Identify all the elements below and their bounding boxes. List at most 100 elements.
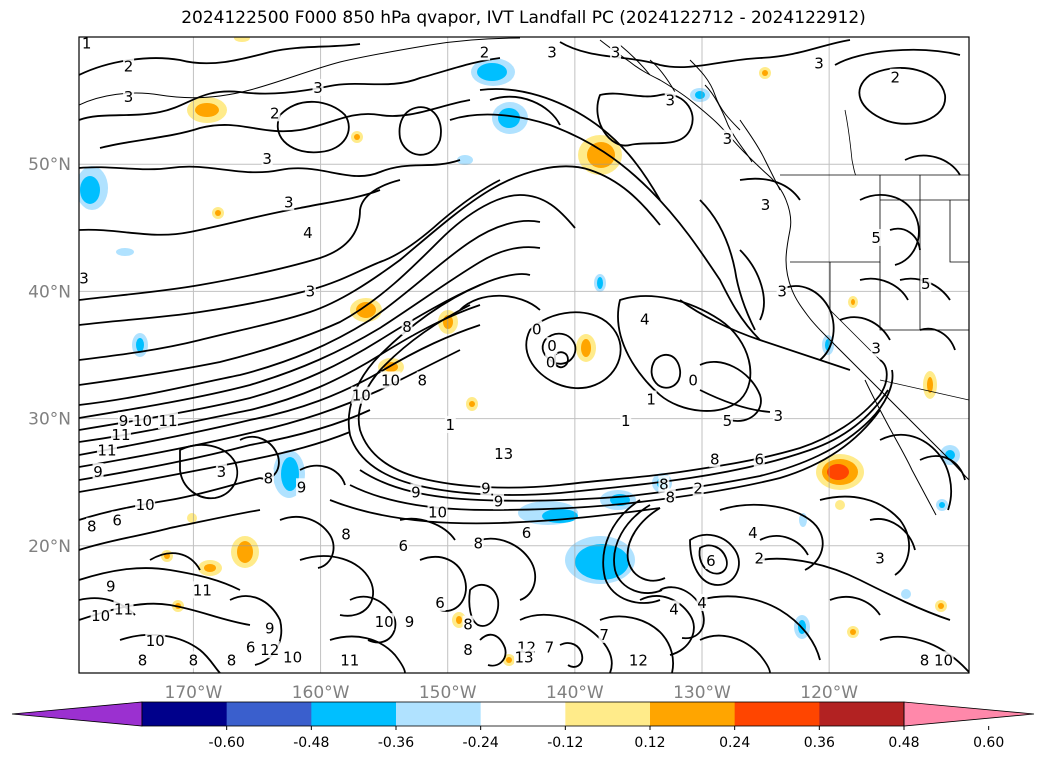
contour-label: 0 — [547, 337, 557, 355]
contour-line — [639, 595, 695, 656]
contour-label-bg — [776, 282, 788, 300]
anomaly-patch — [237, 541, 253, 563]
contour-label: 3 — [262, 150, 272, 168]
contour-line — [759, 535, 809, 556]
anomaly-patch — [835, 500, 845, 510]
contour-label-bg — [870, 339, 882, 357]
contour-label: 6 — [112, 511, 122, 529]
contour-label: 9 — [119, 412, 129, 430]
contour-line — [347, 284, 889, 496]
contour-line — [79, 246, 541, 419]
contour-label-bg — [113, 600, 134, 618]
contour-label: 3 — [217, 463, 227, 481]
contour-label-bg — [416, 371, 428, 389]
contour-label: 5 — [921, 275, 931, 293]
colorbar-tick-label: -0.36 — [378, 735, 414, 751]
contour-line — [79, 165, 661, 361]
colorbar-tick-label: -0.60 — [209, 735, 245, 751]
coastline-baja — [864, 379, 937, 516]
anomaly-patch — [457, 155, 473, 165]
contour-label: 2 — [754, 550, 764, 568]
contour-label-bg — [462, 615, 474, 633]
contour-line — [79, 179, 501, 326]
contour-line — [79, 509, 261, 551]
anomaly-patch — [597, 277, 603, 289]
contour-label: 8 — [264, 469, 274, 487]
contour-label: 3 — [774, 407, 784, 425]
map-background — [79, 37, 969, 673]
colorbar-tick-label: -0.12 — [547, 735, 583, 751]
contour-line — [689, 533, 740, 586]
contour-label: 7 — [599, 626, 609, 644]
contour-label: 5 — [871, 229, 881, 247]
contour-line — [698, 544, 728, 575]
contour-line — [858, 67, 946, 125]
contour-label: 0 — [688, 371, 698, 389]
contour-label: 3 — [761, 196, 771, 214]
contour-label: 6 — [522, 524, 532, 542]
anomaly-patch — [850, 629, 856, 635]
contour-label: 3 — [124, 88, 134, 106]
contour-label: 11 — [97, 441, 116, 459]
contour-label: 6 — [246, 639, 256, 657]
contour-line — [419, 556, 467, 612]
contour-label-bg — [397, 536, 409, 554]
colorbar-frame — [141, 701, 905, 727]
anomaly-patch — [80, 176, 100, 204]
contour-line — [279, 515, 335, 569]
contour-label-bg — [705, 552, 717, 570]
contour-label: 9 — [405, 613, 415, 631]
contour-label-bg — [296, 478, 307, 496]
contour-label: 4 — [669, 600, 679, 618]
contour-label: 4 — [640, 310, 650, 328]
contour-line — [699, 634, 771, 673]
contour-line — [759, 557, 951, 621]
contour-label-bg — [664, 488, 676, 506]
contour-line — [329, 635, 406, 673]
contour-label-bg — [339, 651, 360, 669]
contour-line — [889, 227, 921, 251]
contour-label: 3 — [313, 79, 323, 97]
lon-tick-label: 160°W — [292, 683, 350, 703]
contour-label: 1 — [646, 391, 656, 409]
contour-label-bg — [92, 463, 104, 481]
contour-label: 1 — [82, 34, 92, 52]
colorbar-tick-label: -0.48 — [293, 735, 329, 751]
contour-line — [479, 88, 661, 201]
contour-line — [79, 194, 576, 386]
contour-label: 3 — [306, 282, 316, 300]
contour-label: 10 — [133, 412, 152, 430]
anomaly-patch — [827, 464, 849, 480]
contour-label-bg — [259, 641, 280, 659]
contour-line — [179, 443, 239, 500]
contour-label: 2 — [270, 104, 280, 122]
contour-label-bg — [105, 577, 117, 595]
contour-label-bg — [340, 525, 352, 543]
colorbar-segment — [396, 702, 482, 726]
contour-line — [554, 351, 569, 369]
contour-label-bg — [132, 412, 153, 430]
contour-label-bg — [187, 651, 199, 669]
contour-line — [904, 154, 961, 176]
anomaly-patch — [187, 513, 197, 523]
contour-label-bg — [374, 613, 395, 631]
anomaly-patch — [456, 616, 462, 624]
contour-label: 13 — [494, 445, 513, 463]
colorbar: -0.60 -0.48 -0.36 -0.24 -0.12 0.12 0.24 0.36 0.4… — [11, 701, 1035, 751]
contour-label: 10 — [934, 651, 953, 669]
coastline-alaska-peninsula — [79, 37, 521, 106]
anomaly-patch — [927, 377, 933, 393]
contour-line — [119, 633, 221, 673]
contour-label-bg — [721, 129, 733, 147]
contour-label-bg — [145, 632, 166, 650]
contour-label: 3 — [814, 55, 824, 73]
contour-label-bg — [480, 479, 492, 497]
contour-line — [859, 277, 909, 301]
contour-label-bg — [521, 524, 533, 542]
border-state — [879, 262, 969, 331]
lon-tick-label: 150°W — [419, 683, 477, 703]
contour-label-bg — [245, 638, 257, 656]
contour-label: 9 — [494, 492, 504, 510]
contour-label: 2 — [480, 43, 490, 61]
contour-label-bg — [304, 282, 316, 300]
